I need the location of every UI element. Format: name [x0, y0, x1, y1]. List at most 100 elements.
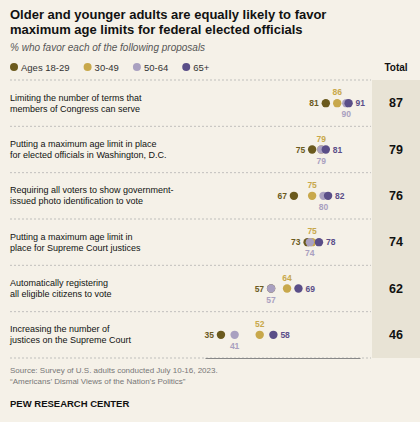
dot [308, 192, 316, 200]
category-label: Requiring all voters to show government-… [10, 185, 174, 206]
row-separator [10, 126, 371, 127]
total-value: 76 [389, 189, 403, 203]
footer: PEW RESEARCH CENTER [10, 398, 129, 409]
row-separator [10, 311, 371, 312]
dot [230, 331, 238, 339]
data-label: 57 [255, 284, 265, 294]
dot [324, 192, 332, 200]
data-label: 35 [204, 330, 214, 340]
x-axis [206, 358, 361, 359]
text-line: members of Congress can serve [10, 104, 140, 114]
total-value: 87 [389, 96, 403, 110]
dot [333, 99, 341, 107]
dot [283, 284, 291, 292]
data-label: 41 [230, 341, 240, 351]
category-label: Putting a maximum age limit in placefor … [10, 139, 167, 160]
dot [267, 284, 275, 292]
data-label: 78 [326, 237, 336, 247]
total-header: Total [384, 62, 407, 73]
dot [217, 331, 225, 339]
total-value: 62 [389, 282, 403, 296]
data-label: 79 [317, 156, 327, 166]
subtitle: % who favor each of the following propos… [10, 42, 205, 53]
data-label: 82 [335, 191, 345, 201]
category-label: Increasing the number ofjustices on the … [9, 324, 132, 345]
data-label: 58 [280, 330, 290, 340]
dot [269, 331, 277, 339]
legend-swatch [10, 63, 18, 71]
text-line: Older and younger adults are equally lik… [10, 7, 326, 22]
text-line: for elected officials in Washington, D.C… [10, 150, 167, 160]
data-label: 79 [317, 134, 327, 144]
background [0, 0, 420, 422]
data-label: 86 [332, 87, 342, 97]
data-label: 80 [319, 202, 329, 212]
row-separator [10, 80, 371, 81]
data-label: 52 [255, 319, 265, 329]
text-line: Putting a maximum age limit in place [10, 139, 157, 149]
data-label: 69 [305, 284, 315, 294]
dots [217, 99, 353, 339]
dot [308, 145, 316, 153]
dot [267, 284, 275, 292]
total-value: 74 [389, 235, 403, 249]
text-line: Limiting the number of terms that [10, 93, 142, 103]
legend-swatch [182, 63, 190, 71]
separators [10, 80, 371, 358]
category-label: Putting a maximum age limit inplace for … [10, 232, 141, 253]
dot [322, 99, 330, 107]
dot [306, 238, 314, 246]
text-line: issued photo identification to vote [10, 196, 143, 206]
legend-label: 65+ [193, 62, 210, 73]
dot [294, 284, 302, 292]
data-label: 81 [309, 98, 319, 108]
chart: Older and younger adults are equally lik… [0, 0, 420, 422]
data-label: 75 [296, 145, 306, 155]
category-label: Automatically registeringall eligible ci… [10, 278, 112, 299]
text-line: all eligible citizens to vote [10, 289, 112, 299]
data-label: 90 [342, 109, 352, 119]
text-line: Requiring all voters to show government- [10, 185, 174, 195]
data-label: 91 [356, 98, 366, 108]
text-line: “Americans’ Dismal Views of the Nation’s… [10, 377, 186, 386]
text-line: maximum age limits for federal elected o… [10, 22, 303, 37]
dot [290, 192, 298, 200]
text-line: justices on the Supreme Court [9, 335, 132, 345]
legend: Ages 18-29 30-49 50-64 65+ [10, 62, 210, 73]
legend-label: Ages 18-29 [21, 62, 70, 73]
text-line: Automatically registering [10, 278, 108, 288]
category-labels: Limiting the number of terms thatmembers… [9, 93, 174, 346]
data-label: 74 [305, 248, 315, 258]
data-labels: 81 75 67 73 57 35 86 79 75 75 64 52 90 79 80 74 57 41 91 81… [204, 87, 365, 351]
data-label: 75 [307, 226, 317, 236]
data-label: 57 [266, 295, 276, 305]
source: Source: Survey of U.S. adults conducted … [10, 366, 218, 386]
row-separator [10, 219, 371, 220]
legend-label: 30-49 [95, 62, 119, 73]
data-label: 75 [307, 180, 317, 190]
total-column [372, 80, 420, 358]
dot [322, 145, 330, 153]
dot [344, 99, 352, 107]
totals: 877976746246 [389, 96, 403, 342]
text-line: Source: Survey of U.S. adults conducted … [10, 366, 218, 375]
row-separator [10, 172, 371, 173]
text-line: Putting a maximum age limit in [10, 232, 133, 242]
legend-swatch [133, 63, 141, 71]
text-line: place for Supreme Court justices [10, 243, 141, 253]
data-label: 64 [282, 273, 292, 283]
row-separator [10, 358, 371, 359]
legend-swatch [84, 63, 92, 71]
axis-domain [206, 358, 361, 359]
data-label: 67 [277, 191, 287, 201]
title: Older and younger adults are equally lik… [10, 7, 326, 37]
row-separator [10, 265, 371, 266]
data-label: 81 [333, 145, 343, 155]
text-line: Increasing the number of [10, 324, 110, 334]
dot [256, 331, 264, 339]
data-label: 73 [291, 237, 301, 247]
total-value: 46 [389, 328, 403, 342]
dot [315, 238, 323, 246]
legend-label: 50-64 [144, 62, 168, 73]
category-label: Limiting the number of terms thatmembers… [10, 93, 142, 114]
